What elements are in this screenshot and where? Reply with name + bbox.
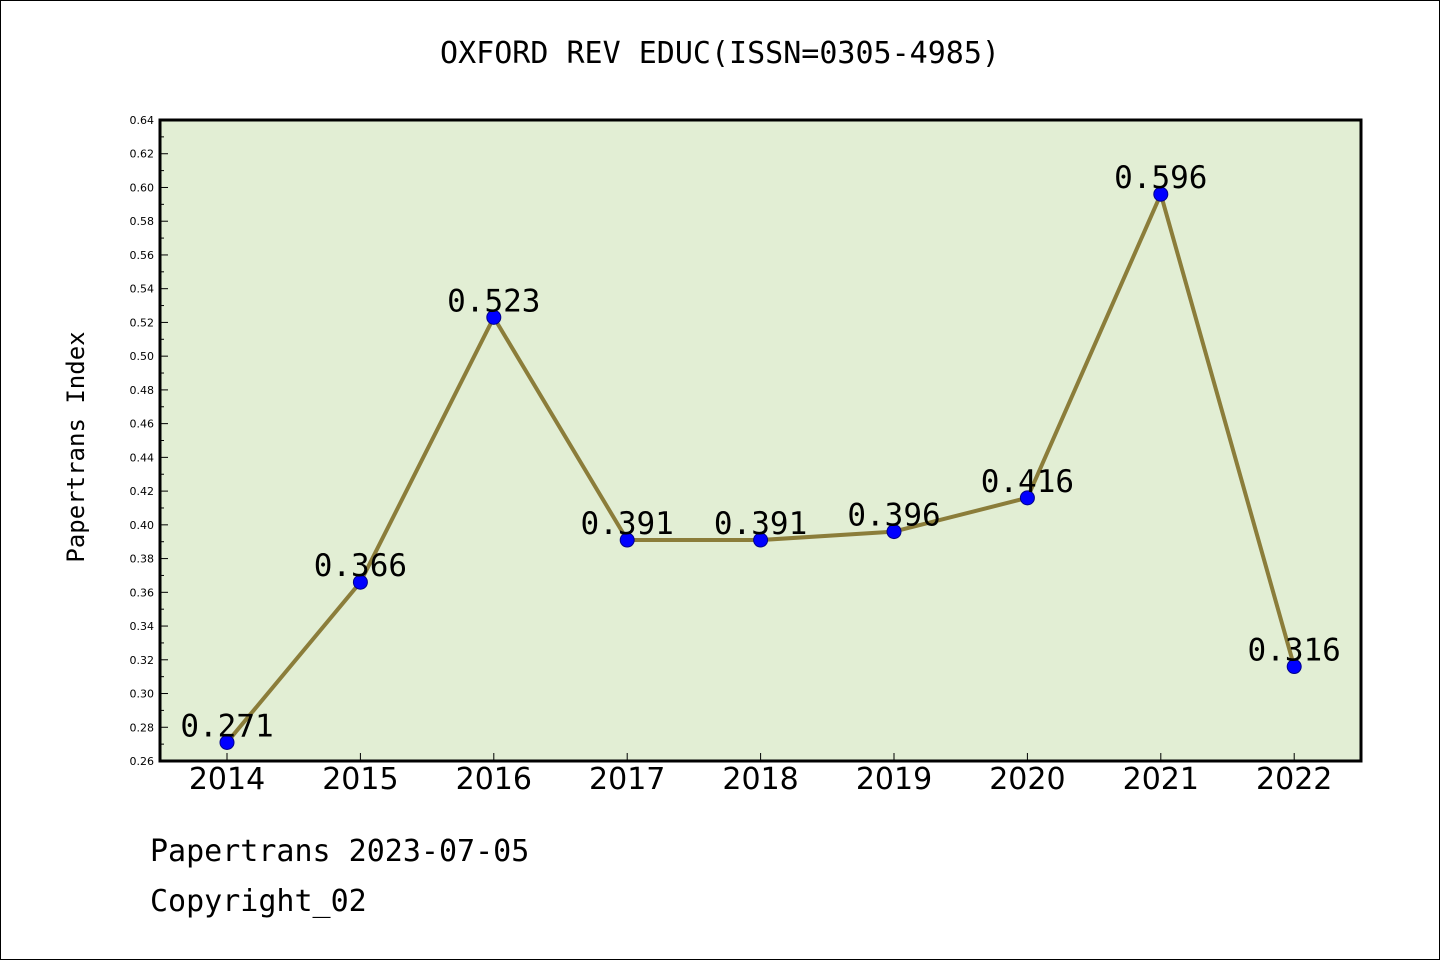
plot-area — [160, 120, 1361, 761]
x-tick-label: 2019 — [856, 762, 932, 797]
y-tick-label: 0.56 — [130, 249, 155, 262]
y-tick-label: 0.42 — [130, 485, 155, 498]
y-tick-label: 0.26 — [130, 755, 155, 768]
x-tick-label: 2016 — [456, 762, 532, 797]
y-tick-label: 0.44 — [130, 451, 155, 464]
data-point — [1286, 659, 1302, 675]
data-label: 0.391 — [581, 506, 674, 542]
data-label: 0.596 — [1114, 160, 1207, 196]
y-tick-label: 0.64 — [130, 114, 155, 127]
data-label: 0.416 — [981, 464, 1074, 500]
data-point — [1153, 186, 1169, 202]
x-axis-ticks: 2014 2015 2016 2017 2018 2019 2020 2021 2022 — [189, 753, 1332, 797]
data-point — [619, 532, 635, 548]
data-point — [219, 734, 235, 750]
y-tick-label: 0.36 — [130, 586, 155, 599]
data-labels: 0.271 0.366 0.523 0.391 0.391 0.396 0.416 0.596… — [180, 160, 1341, 744]
footer-copyright: Copyright_02 — [150, 884, 367, 919]
y-tick-label: 0.46 — [130, 418, 155, 431]
x-tick-label: 2015 — [322, 762, 398, 797]
data-point — [753, 532, 769, 548]
y-tick-label: 0.62 — [130, 148, 155, 161]
data-point — [886, 524, 902, 540]
y-tick-label: 0.54 — [130, 283, 155, 296]
x-tick-label: 2022 — [1256, 762, 1332, 797]
y-tick-label: 0.34 — [130, 620, 155, 633]
y-tick-label: 0.40 — [130, 519, 155, 532]
y-tick-label: 0.28 — [130, 721, 155, 734]
data-label: 0.523 — [447, 283, 540, 319]
y-tick-label: 0.60 — [130, 181, 155, 194]
x-tick-label: 2017 — [589, 762, 665, 797]
data-label: 0.396 — [847, 498, 940, 534]
y-axis-ticks: 0.26 0.28 0.30 0.32 0.34 0.36 0.38 0.40 0.42 0.44… — [130, 114, 168, 768]
data-label: 0.391 — [714, 506, 807, 542]
y-tick-label: 0.50 — [130, 350, 155, 363]
data-label: 0.366 — [314, 548, 407, 584]
y-tick-label: 0.48 — [130, 384, 155, 397]
data-label: 0.271 — [180, 708, 273, 744]
y-tick-label: 0.30 — [130, 688, 155, 701]
chart-title: OXFORD REV EDUC(ISSN=0305-4985) — [440, 36, 1000, 71]
data-point — [486, 309, 502, 325]
x-tick-label: 2018 — [722, 762, 798, 797]
data-point — [352, 574, 368, 590]
data-label: 0.316 — [1248, 633, 1341, 669]
y-tick-label: 0.32 — [130, 654, 155, 667]
x-tick-label: 2014 — [189, 762, 265, 797]
data-point — [1019, 490, 1035, 506]
y-tick-label: 0.52 — [130, 316, 155, 329]
x-tick-label: 2021 — [1123, 762, 1199, 797]
y-tick-label: 0.58 — [130, 215, 155, 228]
footer-date: Papertrans 2023-07-05 — [150, 834, 530, 869]
data-markers — [219, 186, 1302, 750]
plot-border — [158, 118, 1363, 763]
x-tick-label: 2020 — [989, 762, 1065, 797]
y-tick-label: 0.38 — [130, 553, 155, 566]
